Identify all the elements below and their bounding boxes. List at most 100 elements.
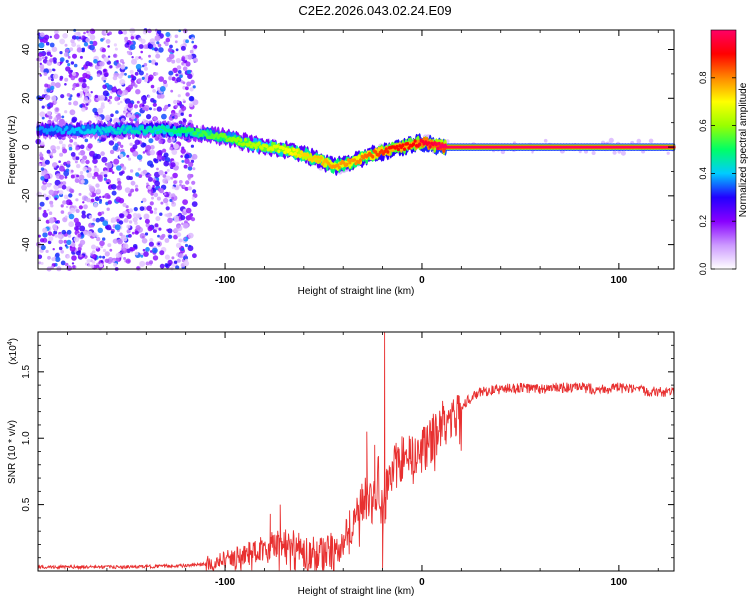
spectrogram-ridge-cell (45, 130, 49, 135)
spectrogram-cell (147, 226, 153, 232)
spectrogram-cell (100, 151, 105, 156)
spectrogram-cell (119, 213, 125, 219)
spectrogram-cell (66, 229, 72, 235)
spectrogram-cell (119, 79, 126, 85)
spectrogram-frame (37, 29, 675, 270)
spectrogram-cell (76, 93, 81, 97)
spectrogram-cell (56, 165, 60, 169)
spectrogram-cell (58, 184, 63, 189)
spectrogram-cell (102, 255, 106, 259)
spectrogram-cell (73, 205, 77, 209)
y-tick-label: 20 (21, 92, 32, 104)
spectrogram-cell (155, 72, 159, 76)
spectrogram-cell (185, 180, 190, 185)
snr-multiplier-base: (x10 (8, 345, 19, 365)
spectrogram-cell (168, 191, 171, 195)
spectrogram-cell (96, 73, 101, 77)
spectrogram-ridge-cell (190, 127, 195, 132)
spectrogram-ridge-cell (348, 160, 352, 165)
spectrogram-cell (175, 58, 181, 64)
spectrogram-cell (91, 244, 96, 250)
spectrogram-cell (79, 55, 83, 59)
spectrogram-cell (59, 38, 66, 45)
spectrogram-cell (190, 79, 195, 85)
spectrogram-cell (114, 96, 120, 102)
spectrogram-ridge-cell (319, 156, 323, 160)
spectrogram-cell (148, 60, 152, 63)
spectrogram-cell (68, 221, 75, 228)
spectrogram-cell (162, 148, 167, 153)
spectrogram-cell (46, 51, 51, 56)
spectrogram-cell (143, 44, 149, 49)
spectrogram-cell (185, 207, 192, 214)
spectrogram-cell (171, 50, 175, 53)
spectrogram-ridge-cell (358, 158, 363, 162)
spectrogram-ridge-cell (384, 147, 388, 151)
spectrogram-cell (144, 78, 149, 83)
spectrogram-cell (153, 210, 157, 215)
spectrogram-cell (39, 111, 46, 118)
spectrogram-cell (102, 84, 107, 90)
spectrogram-ridge-cell (257, 141, 261, 145)
spectrogram-ridge-cell (437, 141, 441, 146)
spectrogram-cell (181, 247, 185, 251)
spectrogram-cell (44, 178, 49, 183)
spectrogram-cell (151, 47, 155, 51)
spectrogram-cell (177, 70, 182, 74)
spectrogram-ridge-cell (137, 131, 142, 135)
spectrogram-cell (92, 254, 96, 258)
spectrogram-cell (142, 169, 148, 175)
spectrogram-cell (59, 174, 65, 180)
spectrogram-cell (127, 234, 132, 238)
spectrogram-cell (185, 92, 190, 97)
spectrogram-cell (129, 142, 133, 146)
spectrogram-cell (82, 79, 87, 83)
spectrogram-cell (187, 173, 193, 179)
spectrogram-cell (168, 234, 173, 239)
spectrogram-ridge-cell (396, 147, 400, 152)
spectrogram-cell (133, 104, 138, 109)
spectrogram-cell (94, 258, 97, 261)
spectrogram-cell (152, 102, 157, 107)
spectrogram-cell (73, 100, 79, 106)
spectrogram-cell (133, 207, 138, 212)
spectrogram-cell (52, 68, 56, 72)
spectrogram-cell (174, 161, 180, 166)
spectrogram-cell (180, 112, 184, 116)
spectrogram-cell (92, 158, 98, 164)
spectrogram-cell (146, 114, 152, 120)
spectrogram-cell (75, 198, 79, 202)
spectrogram-cell (64, 43, 68, 47)
spectrogram-ridge-cell (239, 138, 243, 142)
spectrogram-cell (97, 107, 104, 114)
spectrogram-cell (59, 152, 64, 157)
spectrogram-cell (112, 260, 115, 263)
spectrogram-cell (54, 252, 60, 258)
spectrogram-cell (101, 48, 107, 53)
spectrogram-cell (76, 47, 83, 53)
spectrogram-cell (179, 183, 182, 187)
spectrogram-ridge-cell (81, 125, 85, 129)
spectrogram-cell (38, 206, 42, 210)
spectrogram-ridge-cell (196, 128, 201, 132)
spectrogram-cell (74, 32, 78, 36)
spectrogram-cell (62, 200, 67, 205)
spectrogram-cell (182, 81, 186, 85)
spectrogram-cell (191, 201, 198, 208)
colorbar-ticks: 0.0 0.2 0.4 0.6 0.8 (698, 72, 736, 275)
spectrogram-cell (134, 184, 139, 188)
spectrogram-cell (80, 231, 84, 235)
spectrogram-cell (96, 188, 101, 194)
spectrogram-ridge-cell (215, 132, 219, 136)
spectrogram-ridge-cell (100, 131, 104, 135)
spectrogram-cell (134, 139, 141, 146)
spectrogram-cell (122, 203, 127, 207)
spectrogram-ridge-cell (292, 147, 296, 152)
snr-x-ticks: -100 0 100 (67, 332, 659, 588)
spectrogram-ridge-cell (178, 130, 182, 134)
spectrogram-ridge-cell (277, 149, 281, 154)
spectrogram-cell (143, 62, 148, 67)
spectrogram-cell (191, 153, 198, 160)
spectrogram-cell (184, 243, 189, 248)
spectrogram-cell (46, 103, 51, 107)
